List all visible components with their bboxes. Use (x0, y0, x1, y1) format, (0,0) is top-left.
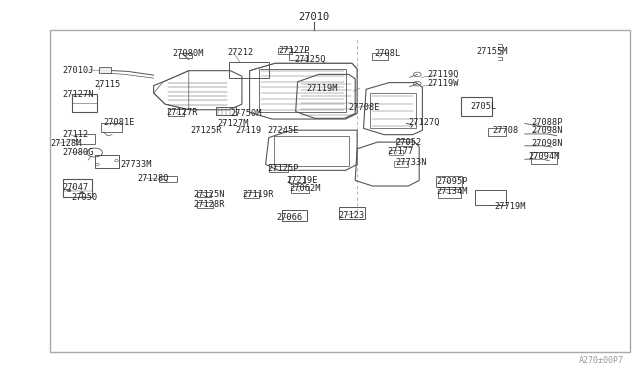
Bar (259, 69, 346, 112)
Bar (438, 189, 461, 198)
Text: 27010J: 27010J (63, 66, 94, 75)
Text: 27052: 27052 (396, 138, 422, 147)
Bar (291, 186, 309, 193)
Text: 27094M: 27094M (528, 152, 559, 161)
Bar (95, 155, 119, 168)
Bar (531, 152, 557, 164)
Text: 27066: 27066 (276, 213, 303, 222)
Bar (339, 207, 365, 219)
Text: 27125R: 27125R (191, 126, 222, 135)
Bar (197, 192, 211, 197)
Text: 27088P: 27088P (531, 118, 563, 126)
Bar (436, 176, 462, 187)
Bar (72, 94, 97, 112)
Text: 27128Q: 27128Q (138, 174, 169, 183)
Bar (396, 139, 412, 146)
Bar (216, 107, 236, 115)
Text: 27134M: 27134M (436, 187, 468, 196)
Text: 27128M: 27128M (50, 139, 81, 148)
Bar (289, 176, 305, 183)
Bar (488, 128, 506, 136)
Bar (370, 93, 416, 128)
Text: 27047: 27047 (63, 183, 89, 192)
Text: 27119M: 27119M (306, 84, 337, 93)
Text: 27125Q: 27125Q (294, 55, 326, 64)
Text: 27127R: 27127R (166, 108, 198, 117)
Text: 27127P: 27127P (278, 46, 310, 55)
Text: 27062M: 27062M (289, 185, 321, 193)
Text: 27080G: 27080G (63, 148, 94, 157)
Text: 27123: 27123 (338, 211, 364, 219)
Text: 27125N: 27125N (193, 190, 225, 199)
Text: 27050: 27050 (72, 193, 98, 202)
Bar (229, 62, 269, 78)
Bar (101, 123, 122, 132)
Text: 27750M: 27750M (230, 109, 262, 118)
Bar (461, 97, 492, 116)
Text: 27219E: 27219E (287, 176, 318, 185)
Bar (282, 210, 307, 221)
Circle shape (80, 192, 84, 194)
Bar (289, 52, 308, 60)
Text: 27080M: 27080M (173, 49, 204, 58)
Text: 27733M: 27733M (120, 160, 152, 169)
Text: 27119Q: 27119Q (428, 70, 459, 79)
Bar (372, 53, 388, 60)
Text: 27127M: 27127M (218, 119, 249, 128)
Bar (76, 134, 95, 144)
Text: 27212: 27212 (227, 48, 253, 57)
Text: 27177: 27177 (387, 147, 413, 156)
Text: 27098N: 27098N (531, 126, 563, 135)
Text: 27081E: 27081E (104, 118, 135, 126)
Text: 27245E: 27245E (268, 126, 299, 135)
Text: 27112: 27112 (63, 130, 89, 139)
Text: 27098N: 27098N (531, 139, 563, 148)
Bar (475, 190, 506, 205)
Text: 27708: 27708 (493, 126, 519, 135)
Bar (278, 48, 292, 54)
Circle shape (67, 189, 71, 192)
Bar (159, 176, 177, 182)
Text: 27095P: 27095P (436, 177, 468, 186)
Bar (50, 30, 630, 352)
Bar (389, 150, 403, 155)
Text: 27119: 27119 (236, 126, 262, 135)
Bar (394, 161, 408, 167)
Text: 27010: 27010 (298, 12, 329, 22)
Text: 27119R: 27119R (242, 190, 273, 199)
Text: 2705L: 2705L (470, 102, 497, 110)
Bar (269, 164, 288, 172)
Bar (179, 53, 192, 58)
Text: 27127Q: 27127Q (408, 118, 440, 126)
Text: 27155M: 27155M (477, 47, 508, 56)
Bar (274, 136, 349, 166)
Text: 27708E: 27708E (349, 103, 380, 112)
Text: 27719M: 27719M (494, 202, 525, 211)
Text: 27128R: 27128R (193, 200, 225, 209)
Text: 27733N: 27733N (396, 158, 427, 167)
Bar (99, 67, 111, 73)
Text: 27119W: 27119W (428, 79, 459, 88)
Text: 2708L: 2708L (374, 49, 401, 58)
Text: A270±00P7: A270±00P7 (579, 356, 624, 365)
Bar (197, 202, 213, 208)
Text: 27115: 27115 (95, 80, 121, 89)
Bar (244, 192, 259, 198)
Bar (63, 179, 92, 197)
Text: 27125P: 27125P (268, 164, 299, 173)
Bar (168, 109, 184, 116)
Text: 27127N: 27127N (63, 90, 94, 99)
